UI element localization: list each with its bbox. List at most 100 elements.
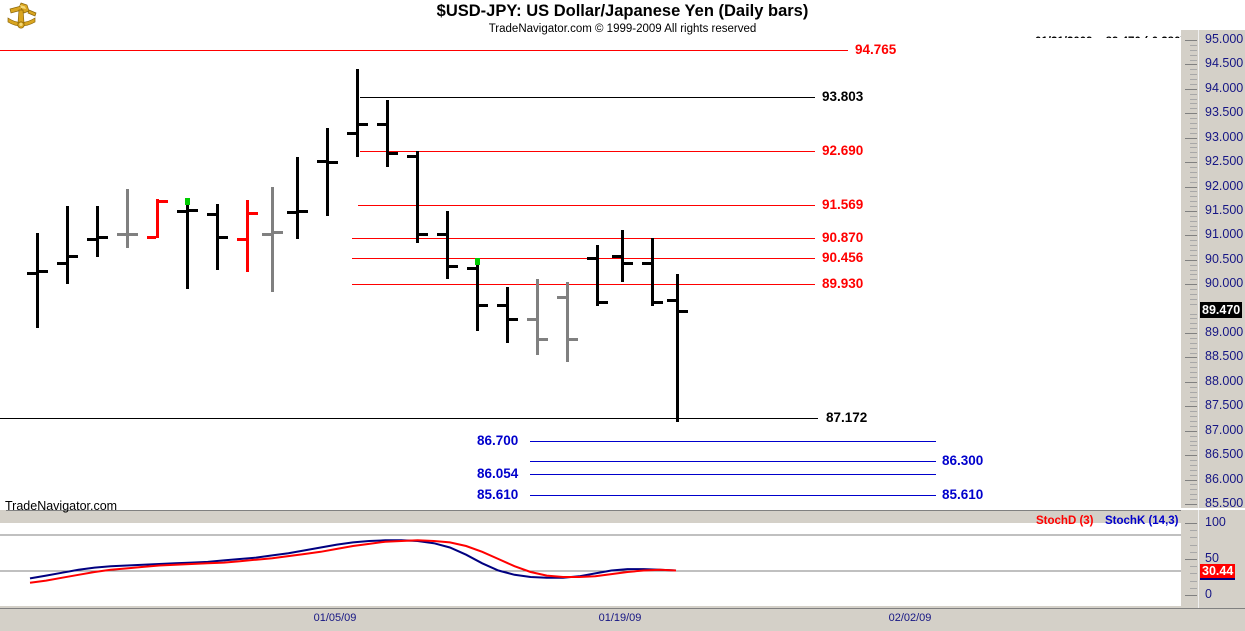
- axis-tick-label: 89.000: [1205, 325, 1244, 340]
- ohlc-close-tick: [449, 264, 458, 268]
- axis-minor-tick: [1190, 298, 1197, 300]
- ohlc-bar[interactable]: [156, 198, 159, 238]
- axis-tick: [1185, 210, 1197, 212]
- ohlc-open-tick: [262, 232, 271, 236]
- axis-minor-tick: [1190, 245, 1197, 247]
- ohlc-open-tick: [667, 298, 676, 302]
- ohlc-close-tick: [274, 231, 283, 235]
- price-axis[interactable]: 95.000 94.500 94.000 93.500 93.000 92.500 92.0…: [1181, 30, 1245, 510]
- axis-minor-tick: [1190, 494, 1197, 496]
- price-level-line[interactable]: [360, 97, 815, 98]
- ohlc-bar[interactable]: [96, 206, 99, 258]
- stoch-axis-minor-tick: [1190, 573, 1197, 575]
- ohlc-bar[interactable]: [126, 188, 129, 248]
- stochastic-axis[interactable]: 100 50 0: [1181, 510, 1245, 608]
- ohlc-bar[interactable]: [676, 274, 679, 423]
- axis-minor-tick: [1190, 323, 1197, 325]
- stoch-bottom-separator: [0, 606, 1181, 608]
- stochd-legend: StochD (3): [1036, 515, 1094, 527]
- projection-pane[interactable]: [0, 420, 1181, 510]
- axis-tick: [1185, 88, 1197, 90]
- ohlc-bar[interactable]: [356, 69, 359, 158]
- ohlc-bar[interactable]: [246, 200, 249, 272]
- ohlc-bar[interactable]: [476, 259, 479, 331]
- axis-minor-tick: [1190, 362, 1197, 364]
- ohlc-bar[interactable]: [506, 286, 509, 343]
- ohlc-bar[interactable]: [596, 245, 599, 307]
- axis-minor-tick: [1190, 123, 1197, 125]
- axis-tick: [1185, 259, 1197, 261]
- axis-minor-tick: [1190, 293, 1197, 295]
- axis-minor-tick: [1190, 152, 1197, 154]
- axis-minor-tick: [1190, 171, 1197, 173]
- axis-minor-tick: [1190, 250, 1197, 252]
- axis-tick: [1185, 64, 1197, 66]
- price-level-label: 86.700: [477, 433, 519, 448]
- price-level-line[interactable]: [530, 495, 936, 496]
- axis-minor-tick: [1190, 118, 1197, 120]
- ohlc-bar[interactable]: [66, 206, 69, 285]
- ohlc-bar[interactable]: [446, 210, 449, 280]
- axis-minor-tick: [1190, 279, 1197, 281]
- stochastic-pane[interactable]: [0, 523, 1181, 608]
- ohlc-bar[interactable]: [216, 203, 219, 270]
- price-level-line[interactable]: [530, 441, 936, 442]
- ohlc-bar[interactable]: [536, 279, 539, 356]
- price-level-line[interactable]: [0, 50, 848, 51]
- ohlc-bar[interactable]: [36, 232, 39, 329]
- ohlc-close-tick: [599, 301, 608, 305]
- axis-tick-label: 88.500: [1205, 349, 1244, 364]
- stoch-axis-tick: [1185, 595, 1197, 596]
- stoch-axis-rail: [1198, 510, 1199, 608]
- axis-minor-tick: [1190, 44, 1197, 46]
- axis-minor-tick: [1190, 377, 1197, 378]
- stoch-axis-minor-tick: [1190, 566, 1197, 568]
- axis-minor-tick: [1190, 69, 1197, 71]
- ohlc-close-tick: [329, 161, 338, 165]
- ohlc-bar[interactable]: [621, 230, 624, 282]
- price-level-line[interactable]: [530, 461, 936, 462]
- price-level-label: 89.930: [822, 276, 864, 291]
- price-level-line[interactable]: [352, 284, 815, 285]
- axis-minor-tick: [1190, 79, 1197, 81]
- ohlc-bar[interactable]: [186, 200, 189, 290]
- axis-minor-tick: [1190, 215, 1197, 217]
- price-level-line[interactable]: [352, 238, 815, 239]
- price-level-line[interactable]: [0, 418, 818, 419]
- axis-minor-tick: [1190, 49, 1197, 51]
- ohlc-bar[interactable]: [651, 237, 654, 307]
- axis-minor-tick: [1190, 142, 1197, 144]
- copyright-notice: TradeNavigator.com © 1999-2009 All right…: [488, 23, 757, 35]
- ohlc-open-tick: [317, 159, 326, 163]
- price-level-line[interactable]: [358, 205, 815, 206]
- ohlc-open-tick: [437, 232, 446, 236]
- ohlc-bar[interactable]: [386, 99, 389, 167]
- ohlc-close-tick: [389, 152, 398, 156]
- price-level-label: 85.610: [942, 487, 984, 502]
- ohlc-bar[interactable]: [296, 157, 299, 240]
- date-axis[interactable]: [0, 608, 1245, 631]
- ohlc-bar[interactable]: [416, 151, 419, 243]
- axis-tick-label: 93.000: [1205, 129, 1244, 144]
- ohlc-open-tick: [587, 257, 596, 261]
- price-level-line[interactable]: [352, 258, 815, 259]
- ohlc-bar[interactable]: [271, 186, 274, 292]
- last-price-tag: 89.470: [1200, 302, 1243, 319]
- ohlc-open-tick: [497, 303, 506, 307]
- axis-tick: [1185, 504, 1197, 505]
- price-level-line[interactable]: [530, 474, 936, 475]
- axis-tick-label: 87.000: [1205, 422, 1244, 437]
- axis-minor-tick: [1190, 196, 1197, 198]
- ohlc-bar[interactable]: [326, 127, 329, 216]
- stoch-axis-minor-tick: [1190, 544, 1197, 546]
- axis-minor-tick: [1190, 474, 1197, 476]
- axis-minor-tick: [1190, 469, 1197, 471]
- axis-minor-tick: [1190, 352, 1197, 354]
- price-chart-pane[interactable]: [0, 38, 1181, 420]
- axis-tick-label: 93.500: [1205, 105, 1244, 120]
- price-level-line[interactable]: [360, 151, 815, 152]
- price-level-label: 86.300: [942, 453, 984, 468]
- axis-tick: [1185, 406, 1197, 408]
- chart-header: $USD-JPY: US Dollar/Japanese Yen (Daily …: [0, 0, 1245, 35]
- ohlc-bar[interactable]: [566, 281, 569, 363]
